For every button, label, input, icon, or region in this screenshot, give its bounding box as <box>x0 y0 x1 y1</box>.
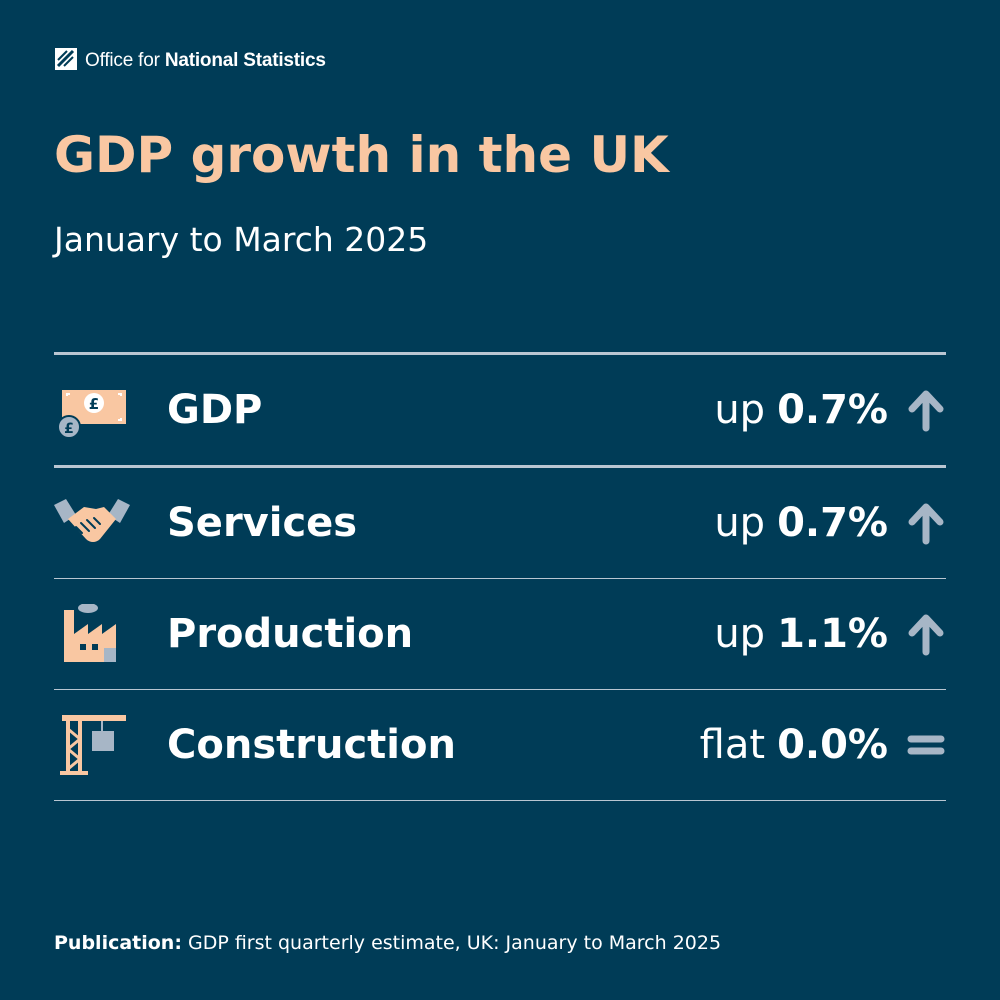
ons-logo-text: Office for National Statistics <box>85 50 326 71</box>
factory-icon <box>54 604 130 664</box>
row-percent: 0.0% <box>777 722 888 768</box>
row-label: GDP <box>167 387 263 433</box>
up-arrow-icon <box>906 388 946 432</box>
row-label: Construction <box>167 722 456 768</box>
table-row-services: Services up 0.7% <box>54 468 946 579</box>
svg-text:£: £ <box>64 421 74 437</box>
page-title: GDP growth in the UK <box>54 126 669 184</box>
table-row-gdp: £ £ GDP up 0.7% <box>54 352 946 468</box>
row-value: up 0.7% <box>714 387 888 433</box>
svg-text:£: £ <box>89 395 99 413</box>
ons-logo: Office for National Statistics <box>54 47 326 75</box>
handshake-icon <box>54 493 130 553</box>
table-row-production: Production up 1.1% <box>54 579 946 690</box>
row-direction: up <box>714 611 766 657</box>
row-direction: flat <box>699 722 766 768</box>
up-arrow-icon <box>906 612 946 656</box>
row-value: up 0.7% <box>714 500 888 546</box>
footer-text: GDP first quarterly estimate, UK: Januar… <box>181 932 722 954</box>
growth-table: £ £ GDP up 0.7% Services up <box>54 352 946 801</box>
crane-icon <box>54 715 130 775</box>
row-value: up 1.1% <box>714 611 888 657</box>
publication-footer: Publication: GDP first quarterly estimat… <box>54 932 721 954</box>
row-direction: up <box>714 500 766 546</box>
footer-label: Publication: <box>54 932 182 954</box>
table-row-construction: Construction flat 0.0% <box>54 690 946 801</box>
row-label: Production <box>167 611 414 657</box>
equals-icon <box>906 723 946 767</box>
up-arrow-icon <box>906 501 946 545</box>
row-percent: 0.7% <box>777 500 888 546</box>
money-icon: £ £ <box>54 380 130 440</box>
row-percent: 0.7% <box>777 387 888 433</box>
page-subtitle: January to March 2025 <box>54 220 429 259</box>
row-percent: 1.1% <box>777 611 888 657</box>
row-label: Services <box>167 500 358 546</box>
ons-logo-icon <box>54 47 78 75</box>
row-value: flat 0.0% <box>700 722 888 768</box>
row-direction: up <box>714 387 766 433</box>
